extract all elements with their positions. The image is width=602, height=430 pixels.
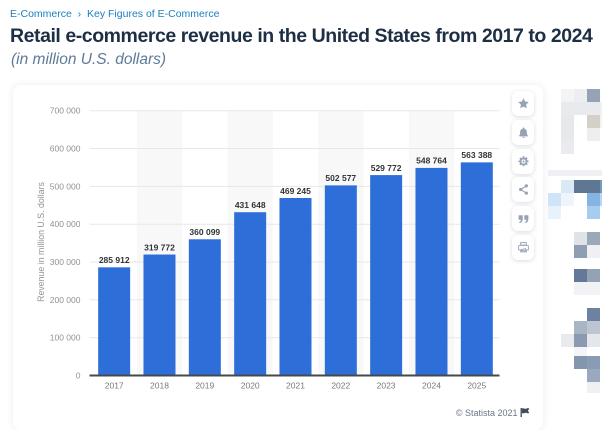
svg-text:431 648: 431 648: [235, 200, 266, 210]
svg-text:2020: 2020: [241, 381, 260, 391]
svg-text:300 000: 300 000: [50, 257, 81, 267]
svg-text:500 000: 500 000: [50, 181, 81, 191]
svg-text:360 099: 360 099: [189, 227, 220, 237]
svg-text:2018: 2018: [150, 381, 169, 391]
svg-text:0: 0: [76, 371, 81, 381]
svg-text:469 245: 469 245: [280, 186, 311, 196]
svg-text:2021: 2021: [286, 381, 305, 391]
svg-text:200 000: 200 000: [50, 295, 81, 305]
svg-text:2025: 2025: [467, 381, 486, 391]
svg-text:Revenue in million U.S. dollar: Revenue in million U.S. dollars: [36, 182, 46, 302]
svg-text:2017: 2017: [105, 381, 124, 391]
svg-text:100 000: 100 000: [50, 333, 81, 343]
svg-text:600 000: 600 000: [50, 144, 81, 154]
svg-text:400 000: 400 000: [50, 219, 81, 229]
svg-text:548 764: 548 764: [416, 156, 447, 166]
svg-text:700 000: 700 000: [50, 106, 81, 116]
svg-text:2019: 2019: [195, 381, 214, 391]
svg-text:2023: 2023: [377, 381, 396, 391]
svg-text:529 772: 529 772: [371, 163, 402, 173]
svg-text:502 577: 502 577: [325, 173, 356, 183]
svg-text:563 388: 563 388: [461, 150, 492, 160]
svg-text:285 912: 285 912: [99, 255, 130, 265]
svg-text:319 772: 319 772: [144, 242, 175, 252]
svg-text:2022: 2022: [331, 381, 350, 391]
svg-text:2024: 2024: [422, 381, 441, 391]
svg-text:© Statista 2021: © Statista 2021: [456, 408, 518, 418]
